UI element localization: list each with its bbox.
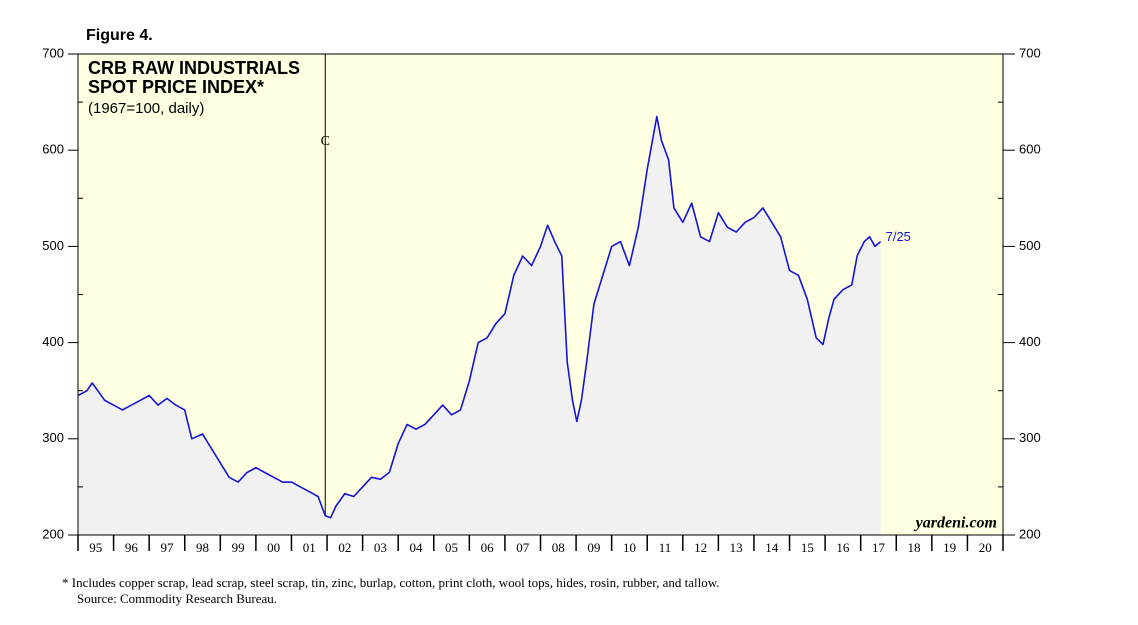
price-line	[77, 115, 882, 519]
area-fill	[78, 116, 881, 535]
x-tick-label: 16	[836, 540, 850, 555]
x-tick-label: 95	[89, 540, 102, 555]
x-tick-label: 02	[338, 540, 351, 555]
figure-label: Figure 4.	[86, 27, 153, 44]
footnote: * Includes copper scrap, lead scrap, ste…	[62, 575, 719, 590]
x-tick-label: 07	[516, 540, 530, 555]
y2-tick-label: 200	[1019, 526, 1041, 541]
x-tick-label: 08	[552, 540, 565, 555]
y-tick-label: 300	[42, 430, 64, 445]
x-tick-label: 03	[374, 540, 387, 555]
x-tick-label: 20	[979, 540, 992, 555]
source: Source: Commodity Research Bureau.	[77, 591, 277, 606]
x-tick-label: 19	[943, 540, 956, 555]
x-tick-label: 11	[659, 540, 672, 555]
x-tick-label: 09	[587, 540, 600, 555]
chart-subtitle: (1967=100, daily)	[88, 100, 204, 117]
y-tick-label: 500	[42, 238, 64, 253]
x-tick-label: 00	[267, 540, 280, 555]
chart-title: CRB RAW INDUSTRIALS	[88, 58, 300, 78]
x-tick-label: 05	[445, 540, 458, 555]
chart-title: SPOT PRICE INDEX*	[88, 77, 264, 97]
x-tick-label: 06	[481, 540, 495, 555]
x-tick-label: 10	[623, 540, 636, 555]
x-tick-label: 96	[125, 540, 139, 555]
x-tick-label: 15	[801, 540, 814, 555]
x-tick-label: 99	[232, 540, 245, 555]
y-tick-label: 700	[42, 45, 64, 60]
watermark: yardeni.com	[914, 515, 997, 532]
x-tick-label: 04	[409, 540, 423, 555]
y-tick-label: 600	[42, 142, 64, 157]
end-label: 7/25	[886, 229, 911, 244]
x-tick-label: 13	[730, 540, 743, 555]
x-tick-label: 98	[196, 540, 209, 555]
x-tick-label: 18	[908, 540, 921, 555]
recession-label: C	[321, 134, 330, 149]
y2-tick-label: 600	[1019, 142, 1041, 157]
y2-tick-label: 500	[1019, 238, 1041, 253]
x-tick-label: 12	[694, 540, 707, 555]
y-tick-label: 400	[42, 334, 64, 349]
x-tick-label: 97	[160, 540, 174, 555]
x-tick-label: 17	[872, 540, 886, 555]
y-tick-label: 200	[42, 526, 64, 541]
y2-tick-label: 400	[1019, 334, 1041, 349]
x-tick-label: 01	[303, 540, 316, 555]
x-tick-label: 14	[765, 540, 779, 555]
y2-tick-label: 300	[1019, 430, 1041, 445]
y2-tick-label: 700	[1019, 45, 1041, 60]
